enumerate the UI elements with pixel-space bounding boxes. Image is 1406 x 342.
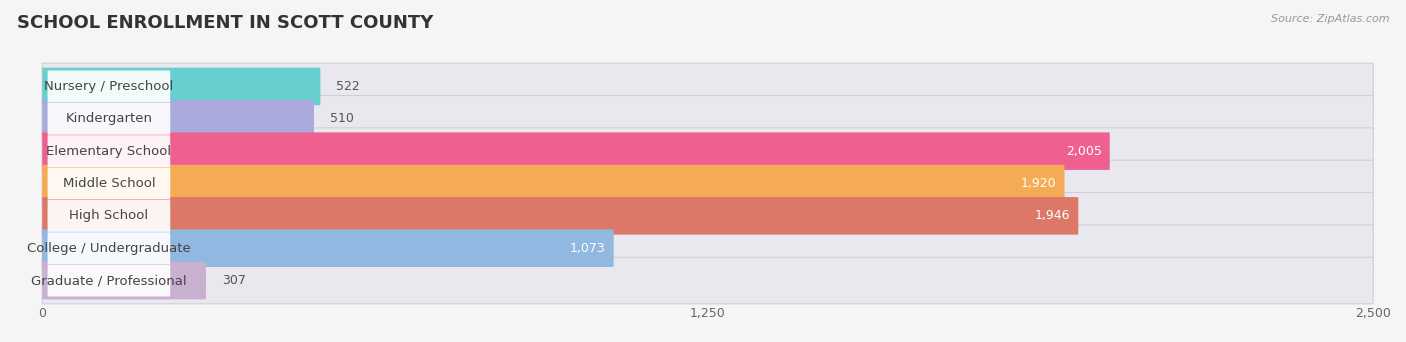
FancyBboxPatch shape: [48, 103, 170, 135]
FancyBboxPatch shape: [48, 70, 170, 102]
FancyBboxPatch shape: [48, 168, 170, 199]
FancyBboxPatch shape: [48, 265, 170, 297]
FancyBboxPatch shape: [42, 225, 1374, 272]
FancyBboxPatch shape: [42, 229, 613, 267]
Text: Kindergarten: Kindergarten: [66, 112, 152, 125]
Text: Middle School: Middle School: [63, 177, 155, 190]
FancyBboxPatch shape: [42, 100, 314, 137]
Text: Nursery / Preschool: Nursery / Preschool: [45, 80, 173, 93]
Text: 2,005: 2,005: [1066, 145, 1102, 158]
FancyBboxPatch shape: [42, 95, 1374, 142]
FancyBboxPatch shape: [42, 165, 1064, 202]
Text: High School: High School: [69, 209, 149, 222]
Text: 1,920: 1,920: [1021, 177, 1056, 190]
FancyBboxPatch shape: [42, 132, 1109, 170]
FancyBboxPatch shape: [42, 262, 205, 299]
FancyBboxPatch shape: [48, 200, 170, 232]
FancyBboxPatch shape: [42, 257, 1374, 304]
Text: 1,946: 1,946: [1035, 209, 1070, 222]
Text: Elementary School: Elementary School: [46, 145, 172, 158]
FancyBboxPatch shape: [42, 160, 1374, 207]
Text: College / Undergraduate: College / Undergraduate: [27, 242, 191, 255]
FancyBboxPatch shape: [48, 232, 170, 264]
FancyBboxPatch shape: [42, 63, 1374, 110]
FancyBboxPatch shape: [42, 68, 321, 105]
Text: 307: 307: [222, 274, 246, 287]
Text: 510: 510: [330, 112, 354, 125]
FancyBboxPatch shape: [42, 128, 1374, 174]
Text: 1,073: 1,073: [569, 242, 606, 255]
FancyBboxPatch shape: [42, 197, 1078, 235]
Text: 522: 522: [336, 80, 360, 93]
FancyBboxPatch shape: [48, 135, 170, 167]
Text: Graduate / Professional: Graduate / Professional: [31, 274, 187, 287]
FancyBboxPatch shape: [42, 193, 1374, 239]
Text: SCHOOL ENROLLMENT IN SCOTT COUNTY: SCHOOL ENROLLMENT IN SCOTT COUNTY: [17, 14, 433, 32]
Text: Source: ZipAtlas.com: Source: ZipAtlas.com: [1271, 14, 1389, 24]
